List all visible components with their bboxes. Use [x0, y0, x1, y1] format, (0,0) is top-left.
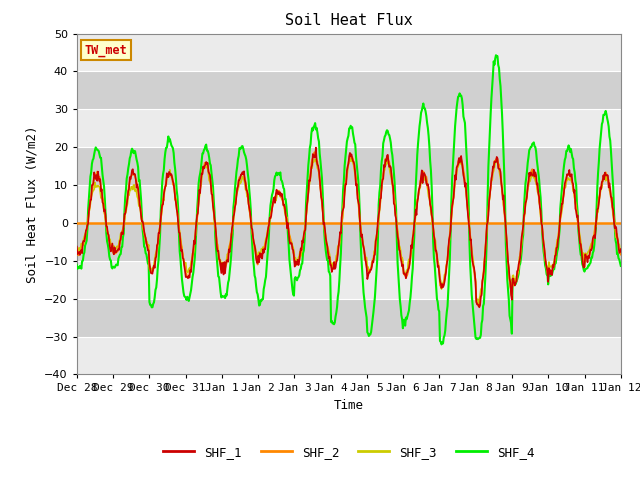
Bar [77, 223, 621, 261]
Bar [77, 299, 621, 336]
Bar [77, 34, 621, 72]
Bar [77, 109, 621, 147]
Bar [77, 147, 621, 185]
Bar [77, 185, 621, 223]
Legend: SHF_1, SHF_2, SHF_3, SHF_4: SHF_1, SHF_2, SHF_3, SHF_4 [158, 441, 540, 464]
Bar [77, 72, 621, 109]
Title: Soil Heat Flux: Soil Heat Flux [285, 13, 413, 28]
X-axis label: Time: Time [334, 399, 364, 412]
Y-axis label: Soil Heat Flux (W/m2): Soil Heat Flux (W/m2) [26, 125, 38, 283]
Bar [77, 336, 621, 374]
Bar [77, 261, 621, 299]
Text: TW_met: TW_met [85, 44, 128, 57]
